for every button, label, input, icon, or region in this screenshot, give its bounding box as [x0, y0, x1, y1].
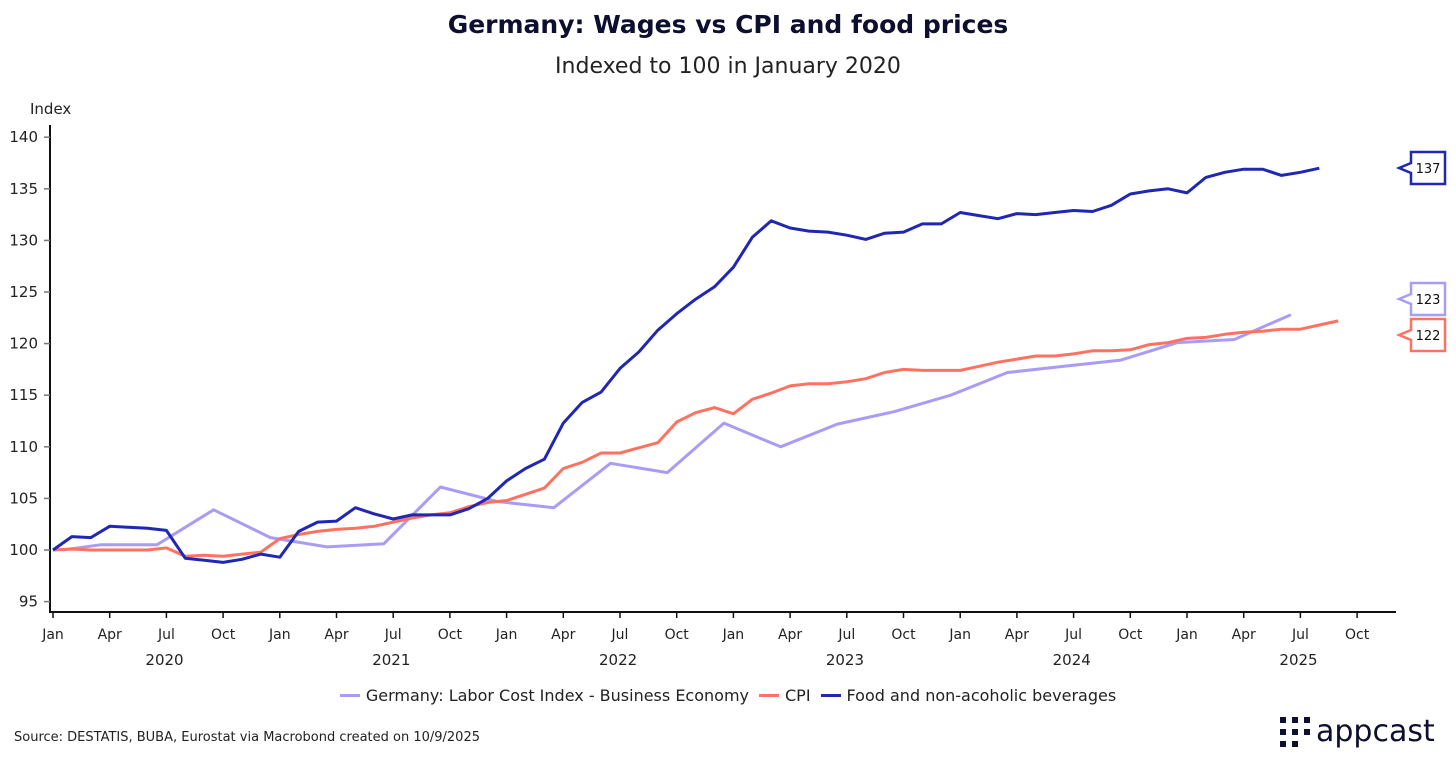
- x-tick-label: Jul: [384, 627, 402, 643]
- x-tick-label: Jul: [611, 627, 629, 643]
- x-tick-label: Apr: [98, 627, 122, 643]
- x-tick-label: Apr: [1232, 627, 1256, 643]
- x-tick-label: Oct: [1118, 627, 1143, 643]
- series-line-food-and-non-acoholic-beverages: [52, 166, 1320, 564]
- legend-swatch: [820, 694, 841, 697]
- value-callout-label: 137: [1416, 162, 1441, 177]
- x-tick-label: Apr: [778, 627, 802, 643]
- appcast-logo: appcast: [1280, 714, 1435, 749]
- source-note: Source: DESTATIS, BUBA, Eurostat via Mac…: [14, 730, 480, 745]
- legend-label: Germany: Labor Cost Index - Business Eco…: [365, 686, 749, 705]
- x-tick-label: Oct: [438, 627, 463, 643]
- y-tick-label: 105: [9, 489, 38, 507]
- legend-item-cpi: CPI: [759, 686, 811, 705]
- chart-title: Germany: Wages vs CPI and food prices: [447, 10, 1009, 39]
- x-tick-label: Oct: [891, 627, 916, 643]
- y-tick-label: 140: [9, 128, 38, 146]
- year-label: 2022: [599, 651, 637, 669]
- series-line-cpi: [52, 319, 1339, 558]
- legend-item-food: Food and non-acoholic beverages: [820, 686, 1117, 705]
- y-axis-label: Index: [30, 100, 72, 118]
- legend-label: Food and non-acoholic beverages: [846, 686, 1117, 705]
- value-callout-box: [1395, 150, 1447, 186]
- y-tick-label: 95: [19, 593, 38, 611]
- y-tick-label: 110: [9, 438, 38, 456]
- x-tick-label: Oct: [211, 627, 236, 643]
- legend-swatch: [759, 694, 779, 697]
- year-label: 2023: [826, 651, 864, 669]
- value-callout-label: 122: [1416, 329, 1441, 344]
- x-tick-label: Jan: [41, 627, 64, 643]
- legend-swatch: [339, 694, 360, 697]
- x-tick-label: Jan: [495, 627, 518, 643]
- x-tick-label: Jul: [1064, 627, 1082, 643]
- x-tick-label: Jan: [1175, 627, 1198, 643]
- legend-item-labor-cost: Germany: Labor Cost Index - Business Eco…: [339, 686, 749, 705]
- x-tick-label: Jan: [722, 627, 745, 643]
- year-label: 2021: [372, 651, 410, 669]
- x-tick-label: Oct: [665, 627, 690, 643]
- series-line-germany-labor-cost-index-business-economy: [62, 313, 1292, 552]
- year-label: 2025: [1279, 651, 1317, 669]
- x-tick-label: Apr: [324, 627, 348, 643]
- logo-text: appcast: [1316, 714, 1435, 749]
- value-callout-box: [1395, 317, 1447, 353]
- y-tick-label: 135: [9, 180, 38, 198]
- value-callout-label: 123: [1416, 293, 1441, 308]
- year-label: 2024: [1053, 651, 1091, 669]
- logo-dots-icon: [1280, 716, 1310, 747]
- year-label: 2020: [145, 651, 183, 669]
- y-tick-label: 100: [9, 541, 38, 559]
- x-tick-label: Jan: [948, 627, 971, 643]
- y-tick-label: 125: [9, 283, 38, 301]
- y-tick-label: 130: [9, 231, 38, 249]
- x-tick-label: Apr: [551, 627, 575, 643]
- x-tick-label: Oct: [1345, 627, 1370, 643]
- x-tick-label: Jan: [268, 627, 291, 643]
- y-tick-label: 120: [9, 335, 38, 353]
- value-callout-box: [1395, 281, 1447, 317]
- chart-subtitle: Indexed to 100 in January 2020: [555, 54, 901, 79]
- x-tick-label: Jul: [1291, 627, 1309, 643]
- y-tick-label: 115: [9, 386, 38, 404]
- x-tick-label: Apr: [1005, 627, 1029, 643]
- x-tick-label: Jul: [157, 627, 175, 643]
- legend-label: CPI: [785, 686, 811, 705]
- x-tick-label: Jul: [837, 627, 855, 643]
- legend: Germany: Labor Cost Index - Business Eco…: [0, 686, 1456, 705]
